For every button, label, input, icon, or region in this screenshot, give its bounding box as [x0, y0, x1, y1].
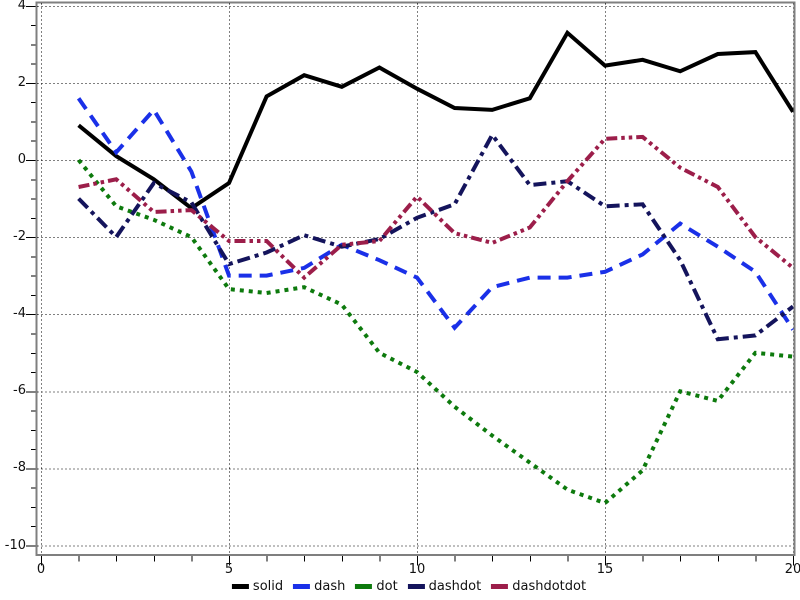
y-tick-label: -2 [13, 229, 26, 245]
y-tick-label: 2 [17, 74, 26, 90]
axis-ticks [26, 5, 794, 566]
legend-item-solid: solid [231, 579, 284, 594]
legend-swatch-dash [293, 584, 311, 589]
legend-item-dot: dot [355, 579, 398, 594]
legend-swatch-dashdot [407, 584, 425, 589]
legend-item-dashdotdot: dashdotdot [491, 579, 586, 594]
legend-swatch-dot [355, 584, 373, 589]
series-line-solid [77, 29, 795, 211]
legend-label-dash: dash [314, 579, 346, 594]
y-tick-label: -4 [13, 306, 26, 322]
legend-label-dashdot: dashdot [428, 579, 482, 594]
legend-label-solid: solid [252, 579, 284, 594]
plot-frame-border [35, 1, 796, 556]
series-line-dashdotdot [78, 134, 795, 281]
x-tick-label: 20 [784, 562, 800, 577]
legend-item-dashdot: dashdot [407, 579, 482, 594]
series-line-dash [76, 97, 795, 331]
legend: solid dash dot dashdot dashdotdot [231, 579, 586, 594]
y-tick-label: -6 [13, 383, 26, 399]
x-tick-label: 10 [408, 562, 426, 577]
x-tick-label: 15 [596, 562, 614, 577]
plot-series [76, 29, 795, 506]
legend-swatch-dashdotdot [491, 584, 509, 589]
x-tick-label: 5 [224, 562, 234, 577]
x-tick-label: 0 [36, 562, 46, 577]
series-line-dashdot [77, 131, 795, 342]
series-line-dot [77, 158, 794, 506]
legend-swatch-solid [231, 584, 249, 589]
legend-label-dot: dot [376, 579, 398, 594]
y-tick-label: 0 [17, 152, 26, 167]
y-tick-label: -8 [13, 460, 26, 476]
legend-label-dashdotdot: dashdotdot [512, 579, 587, 594]
legend-item-dash: dash [293, 579, 345, 594]
y-tick-label: -10 [4, 537, 26, 553]
y-tick-label: 4 [17, 0, 26, 13]
